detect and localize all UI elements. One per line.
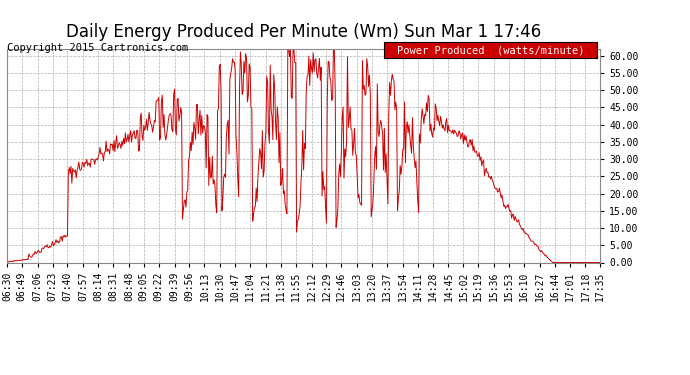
Text: Copyright 2015 Cartronics.com: Copyright 2015 Cartronics.com (7, 43, 188, 53)
Title: Daily Energy Produced Per Minute (Wm) Sun Mar 1 17:46: Daily Energy Produced Per Minute (Wm) Su… (66, 23, 541, 41)
